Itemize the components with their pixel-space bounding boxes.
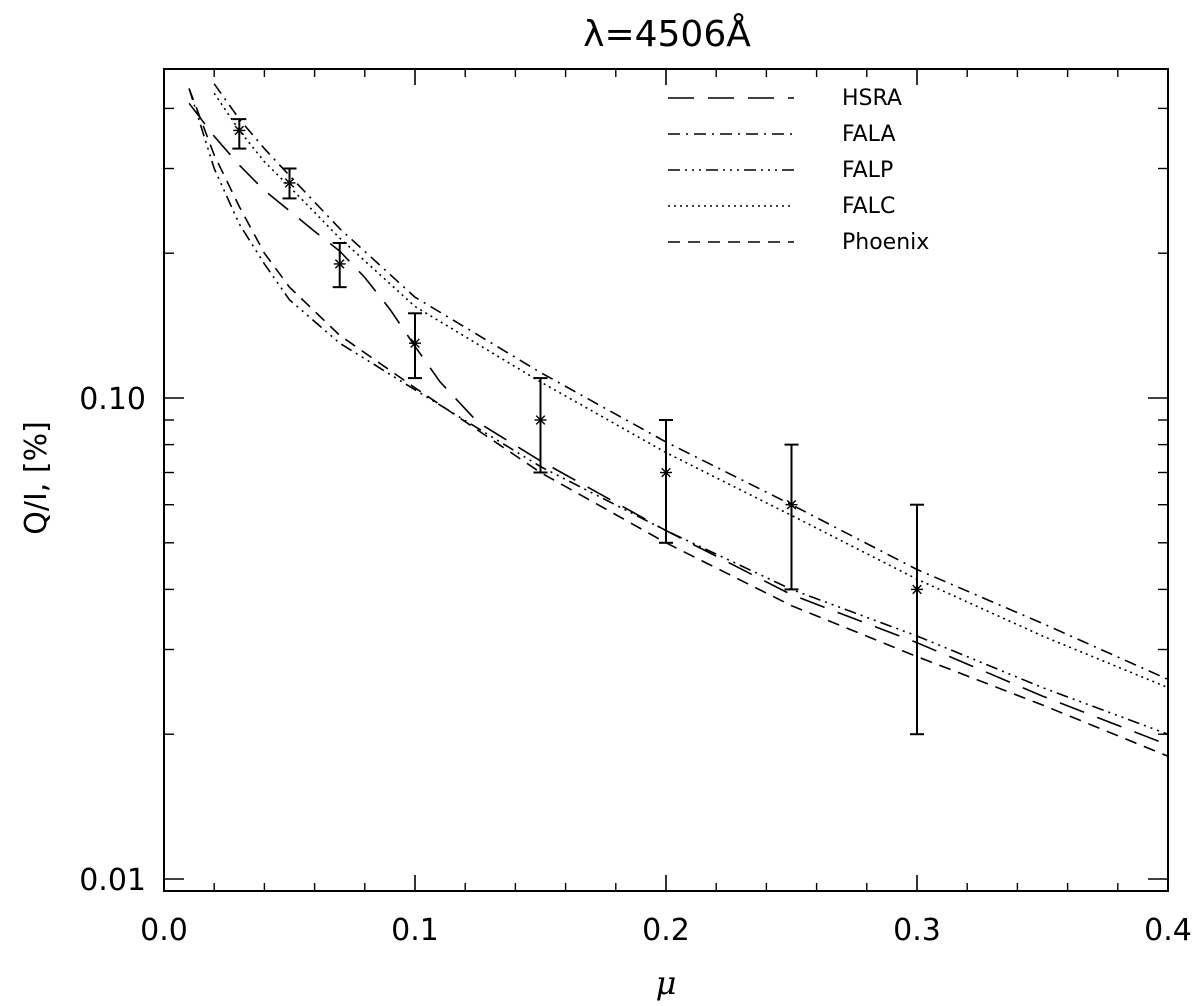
y-tick-label: 0.01 <box>79 863 146 898</box>
legend-label-falp: FALP <box>842 158 893 183</box>
x-tick-label: 0.2 <box>642 913 690 948</box>
x-tick-label: 0.0 <box>140 913 188 948</box>
series-line-falc <box>213 92 1168 689</box>
legend-label-fala: FALA <box>842 122 896 147</box>
data-point-star <box>409 337 421 350</box>
legend-label-falc: FALC <box>842 194 895 219</box>
data-point-star <box>233 124 246 137</box>
series-line-hsra <box>188 102 1168 746</box>
x-axis-label: μ <box>656 964 677 1002</box>
data-point-star <box>660 466 672 479</box>
y-axis-label: Q/I, [%] <box>19 421 54 535</box>
y-tick-label: 0.10 <box>79 382 146 417</box>
series-layer <box>188 83 1168 757</box>
series-line-fala <box>213 83 1168 681</box>
x-tick-label: 0.4 <box>1144 913 1192 948</box>
legend-label-hsra: HSRA <box>842 86 902 111</box>
x-tick-label: 0.3 <box>893 913 941 948</box>
series-line-falp <box>188 88 1168 735</box>
data-point-star <box>534 414 547 427</box>
observation-points <box>232 118 924 736</box>
data-point-star <box>283 176 296 189</box>
data-point-star <box>911 583 923 596</box>
axis-ticks: 0.0 0.1 0.2 0.3 0.4 0.01 0.10 <box>79 69 1192 948</box>
series-line-phoenix <box>188 88 1168 757</box>
data-point-star <box>785 498 798 511</box>
x-tick-label: 0.1 <box>391 913 439 948</box>
chart-title: λ=4506Å <box>583 12 751 55</box>
data-point-star <box>333 257 346 270</box>
legend: HSRA FALA FALP FALC Phoenix <box>668 86 929 255</box>
legend-label-phoenix: Phoenix <box>842 230 929 255</box>
